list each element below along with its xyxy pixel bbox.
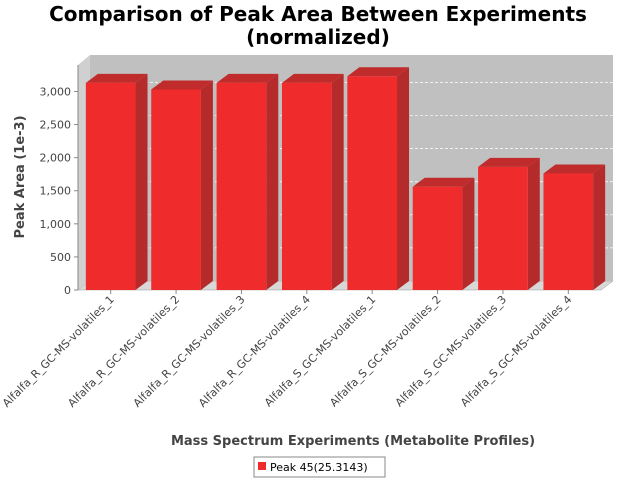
x-tick-label: Alfalfa_R_GC-MS-volatiles_2 <box>65 293 182 410</box>
bar-top <box>281 73 344 83</box>
x-tick-label: Alfalfa_R_GC-MS-volatiles_4 <box>196 293 313 410</box>
bar-front <box>478 166 528 290</box>
x-tick-label: Alfalfa_R_GC-MS-volatiles_1 <box>0 293 117 410</box>
x-tick-label: Alfalfa_S_GC-MS-volatiles_2 <box>327 293 443 409</box>
bar <box>85 73 148 290</box>
bar-side <box>135 73 148 290</box>
x-tick-label: Alfalfa_S_GC-MS-volatiles_3 <box>393 293 509 409</box>
y-tick-label: 3,000 <box>40 85 72 98</box>
bar-top <box>151 80 213 90</box>
y-tick-label: 1,500 <box>40 185 72 198</box>
bar-front <box>543 173 594 290</box>
bars <box>85 67 606 290</box>
legend-box <box>253 456 386 478</box>
bar-side <box>462 177 475 290</box>
bar <box>281 73 344 290</box>
bar-side <box>331 73 344 290</box>
bar-top <box>85 73 148 83</box>
bar-front <box>216 82 267 290</box>
legend-label: Peak 45(25.3143) <box>270 461 368 474</box>
y-tick-label: 2,000 <box>40 152 72 165</box>
bar-side <box>266 73 279 290</box>
bar-side <box>593 164 606 290</box>
bar <box>478 157 540 290</box>
bar-front <box>151 89 201 290</box>
legend: Peak 45(25.3143) <box>253 456 386 478</box>
bar-front <box>281 82 332 290</box>
y-tick-label: 2,500 <box>40 119 72 132</box>
y-tick-label: 500 <box>50 251 71 264</box>
bar-top <box>478 157 540 167</box>
bar-side <box>397 67 410 290</box>
chart-title-line1: Comparison of Peak Area Between Experime… <box>49 2 587 26</box>
bar-top <box>543 164 606 174</box>
y-tick-label: 0 <box>64 284 71 297</box>
bar-side <box>527 157 540 290</box>
legend-swatch <box>258 462 266 470</box>
bar <box>216 73 279 290</box>
x-tick-label: Alfalfa_R_GC-MS-volatiles_3 <box>131 293 248 410</box>
bar-top <box>216 73 279 83</box>
bar <box>347 67 410 290</box>
bar <box>151 80 213 290</box>
x-axis-categories: Alfalfa_R_GC-MS-volatiles_1Alfalfa_R_GC-… <box>0 290 574 410</box>
bar-top <box>412 177 475 187</box>
chart-title-line2: (normalized) <box>246 25 390 49</box>
bar-front <box>347 76 398 290</box>
bar-side <box>200 80 213 290</box>
x-axis-title: Mass Spectrum Experiments (Metabolite Pr… <box>171 434 535 449</box>
bar-front <box>85 82 136 290</box>
x-tick-label: Alfalfa_S_GC-MS-volatiles_4 <box>458 293 574 409</box>
bar <box>412 177 475 290</box>
bar <box>543 164 606 290</box>
x-tick-label: Alfalfa_S_GC-MS-volatiles_1 <box>262 293 378 409</box>
y-axis-ticks: 0 500 1,000 1,500 2,000 2,500 3,000 <box>40 85 78 297</box>
y-tick-label: 1,000 <box>40 218 72 231</box>
y-axis-title: Peak Area (1e-3) <box>13 115 28 238</box>
bar-front <box>412 186 463 290</box>
bar-top <box>347 67 410 77</box>
